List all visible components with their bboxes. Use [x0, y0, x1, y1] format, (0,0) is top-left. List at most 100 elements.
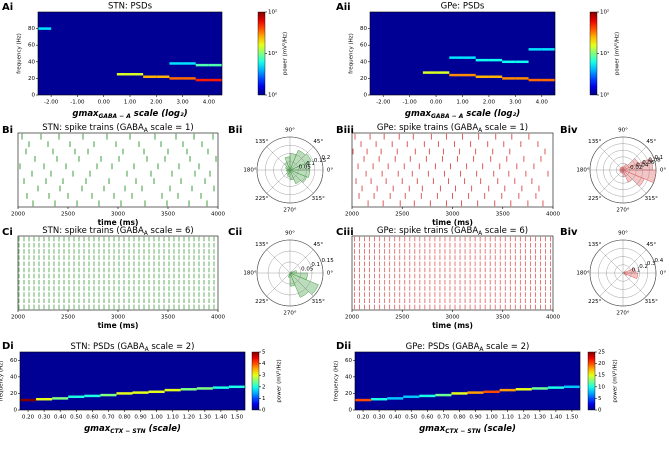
colorbar-label: power (mV²/Hz)	[614, 32, 621, 75]
x-axis-label-sub: GABA − A	[431, 113, 464, 120]
y-tick-label: 40	[345, 374, 352, 380]
plot-frame	[37, 11, 223, 96]
y-tick-label: 60	[28, 43, 35, 49]
y-tick-label: 80	[360, 26, 367, 32]
panel-title-text: STN: spike trains (GABA	[42, 226, 144, 236]
angle-tick-label: 225°	[255, 299, 268, 305]
polar-grid-spoke	[599, 272, 624, 297]
x-tick-label: -1.00	[403, 100, 418, 106]
x-axis-label-text: gmax	[84, 424, 111, 434]
x-tick-label: 3000	[446, 212, 460, 218]
x-tick-label: 2000	[11, 315, 25, 321]
heatmap-cell	[528, 48, 542, 51]
colorbar-tick-label: 10²	[268, 9, 277, 16]
panel-title-after: scale = 6)	[482, 226, 528, 236]
x-tick-label: 0.20	[22, 415, 35, 421]
heatmap-cell	[422, 71, 437, 74]
heatmap-cell	[148, 390, 165, 394]
heatmap-cell	[563, 385, 580, 389]
heatmap-cell	[212, 386, 229, 389]
heatmap-cell	[100, 393, 117, 397]
colorbar-label: power (mV²/Hz)	[612, 359, 619, 402]
r-tick-label: 0.04	[636, 162, 649, 168]
heatmap-cell	[541, 48, 555, 51]
angle-tick-label: 45°	[313, 242, 323, 248]
x-tick-label: 1.40	[215, 415, 228, 421]
x-tick-label: 0.90	[469, 415, 482, 421]
y-tick-label: 60	[345, 358, 352, 364]
plot-frame	[369, 11, 556, 96]
y-tick-label: 80	[28, 26, 35, 32]
x-axis-label-after: (scale)	[481, 424, 516, 434]
heatmap-background	[20, 352, 245, 410]
panel-label: Bii	[228, 125, 242, 136]
angle-tick-label: 180°	[576, 271, 589, 277]
heatmap-cell	[515, 77, 529, 80]
y-tick-label: 40	[360, 59, 367, 65]
heatmap-cell	[435, 393, 452, 397]
polar-grid-spoke	[289, 249, 314, 274]
heatmap-cell	[68, 395, 85, 398]
x-tick-label: 2000	[345, 315, 359, 321]
x-tick-label: 4000	[546, 315, 560, 321]
angle-tick-label: 0°	[327, 271, 333, 277]
heatmap-cell	[143, 75, 157, 78]
x-axis-label-sub: GABA − A	[99, 113, 132, 120]
r-tick-label: 0.2	[321, 155, 330, 161]
polar-grid-spoke	[622, 249, 647, 274]
colorbar-tick-label: 10²	[600, 9, 609, 16]
heatmap-cell	[371, 397, 388, 401]
angle-tick-label: 270°	[616, 208, 629, 214]
angle-tick-label: 315°	[645, 299, 658, 305]
x-tick-label: 4000	[211, 315, 225, 321]
r-tick-label: 0.3	[647, 261, 656, 267]
x-tick-label: 3500	[161, 315, 175, 321]
plot-frame	[351, 235, 554, 311]
x-tick-label: 2.00	[483, 100, 496, 106]
y-tick-label: 40	[28, 59, 35, 65]
angle-tick-label: 45°	[646, 242, 656, 248]
panel-title-after: scale = 1)	[482, 123, 528, 133]
panel-label: Bi	[2, 125, 13, 136]
x-tick-label: 1.10	[167, 415, 180, 421]
panel-label: Ci	[2, 227, 13, 238]
colorbar-label: power (mV²/Hz)	[276, 359, 283, 402]
colorbar-tick-label: 3	[262, 373, 266, 379]
colorbar-tick-label: 10¹	[600, 50, 609, 57]
x-tick-label: 0.60	[421, 415, 434, 421]
polar-grid-spoke	[266, 146, 291, 171]
x-tick-label: 1.00	[150, 415, 163, 421]
plot-frame	[19, 351, 246, 411]
y-tick-label: 60	[10, 358, 17, 364]
polar-grid-spoke	[622, 169, 647, 194]
r-tick-label: 0.05	[299, 164, 312, 170]
angle-tick-label: 135°	[588, 139, 601, 145]
heatmap-cell	[515, 388, 532, 391]
panel-label: Ai	[2, 2, 13, 13]
x-tick-label: 0.30	[38, 415, 51, 421]
panel-title-sub: A	[479, 346, 484, 353]
x-tick-label: 3.00	[509, 100, 522, 106]
heatmap-cell	[132, 391, 149, 394]
colorbar-tick-label: 5	[262, 350, 266, 356]
r-tick-label: 0.4	[654, 258, 663, 264]
colorbar-tick-label: 1	[262, 396, 266, 402]
panel-title-after: scale = 2)	[149, 342, 195, 352]
y-axis-label: frequency (Hz)	[349, 33, 355, 74]
y-tick-label: 0	[349, 408, 353, 414]
colorbar-tick-label: 5	[598, 396, 602, 402]
panel-title-sub: A	[145, 346, 150, 353]
angle-tick-label: 270°	[616, 311, 629, 317]
r-tick-label: 0.1	[632, 267, 641, 273]
angle-tick-label: 0°	[327, 168, 333, 174]
heatmap-background	[370, 12, 555, 95]
x-tick-label: 1.50	[566, 415, 579, 421]
polar-grid-spoke	[289, 146, 314, 171]
x-tick-label: 3500	[161, 212, 175, 218]
y-tick-label: 20	[28, 76, 35, 82]
x-tick-label: 1.00	[456, 100, 469, 106]
x-axis-label: time (ms)	[98, 218, 139, 227]
angle-tick-label: 90°	[285, 231, 295, 237]
x-tick-label: 1.00	[485, 415, 498, 421]
x-tick-label: 0.20	[357, 415, 370, 421]
